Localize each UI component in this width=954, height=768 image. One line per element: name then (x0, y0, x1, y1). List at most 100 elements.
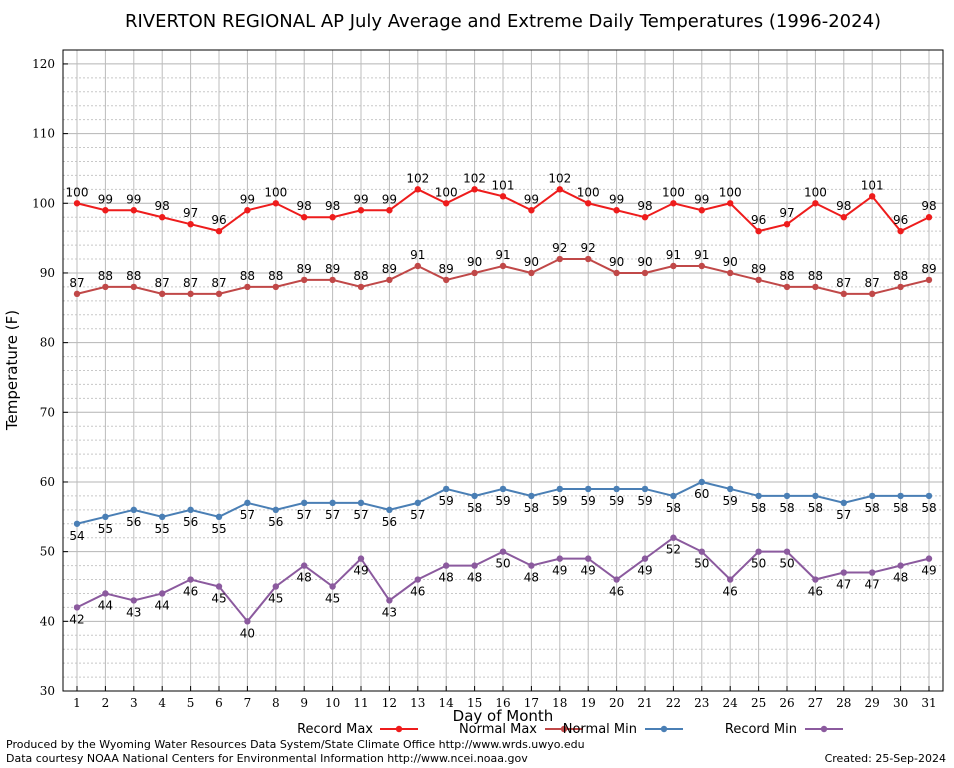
data-point (585, 255, 592, 263)
data-label: 102 (406, 171, 429, 185)
x-tick-label: 25 (751, 696, 766, 710)
data-label: 98 (155, 199, 170, 213)
y-tick-label: 40 (40, 614, 55, 628)
data-label: 100 (577, 185, 600, 199)
y-tick-label: 120 (32, 57, 55, 71)
data-label: 90 (524, 255, 539, 269)
data-label: 56 (126, 515, 141, 529)
data-label: 96 (893, 213, 908, 227)
data-label: 56 (382, 515, 397, 529)
x-tick-label: 7 (244, 696, 252, 710)
x-tick-label: 28 (836, 696, 851, 710)
data-label: 46 (723, 585, 738, 599)
data-point (869, 290, 876, 298)
data-label: 57 (410, 508, 425, 522)
x-tick-label: 23 (694, 696, 709, 710)
data-label: 88 (893, 269, 908, 283)
data-point (187, 220, 194, 228)
data-point (244, 499, 251, 507)
data-point (357, 499, 365, 507)
x-tick-label: 27 (808, 696, 823, 710)
data-point (301, 214, 308, 221)
data-point (386, 597, 393, 604)
data-point (613, 269, 620, 277)
data-label: 100 (264, 185, 287, 199)
data-point (698, 548, 705, 555)
data-label: 100 (435, 185, 458, 199)
data-point (812, 492, 819, 500)
data-point (585, 485, 592, 493)
data-point (414, 576, 421, 583)
data-label: 98 (836, 199, 851, 213)
data-point (386, 506, 393, 514)
data-label: 88 (353, 269, 368, 283)
data-label: 57 (353, 508, 368, 522)
data-point (585, 200, 592, 207)
data-point (641, 555, 649, 562)
data-label: 90 (467, 255, 482, 269)
data-label: 88 (779, 269, 794, 283)
data-label: 87 (211, 276, 226, 290)
data-label: 46 (808, 585, 823, 599)
x-tick-label: 3 (130, 696, 138, 710)
data-label: 89 (921, 262, 936, 276)
x-tick-label: 14 (439, 696, 455, 710)
data-label: 47 (836, 578, 851, 592)
data-point (670, 534, 677, 541)
footer-produced-by: Produced by the Wyoming Water Resources … (6, 738, 585, 751)
data-point (102, 590, 109, 597)
data-label: 55 (98, 522, 113, 536)
data-point (783, 220, 791, 228)
data-label: 98 (325, 199, 340, 213)
data-point (272, 583, 279, 590)
data-label: 45 (325, 591, 340, 605)
data-label: 58 (808, 501, 823, 515)
data-label: 99 (353, 192, 368, 206)
data-label: 59 (723, 494, 738, 508)
data-label: 50 (779, 557, 794, 571)
data-point (897, 562, 904, 569)
data-point (727, 576, 734, 583)
data-label: 49 (552, 564, 567, 578)
data-point (414, 186, 421, 193)
data-point (556, 555, 563, 562)
data-label: 88 (268, 269, 283, 283)
data-label: 46 (183, 585, 198, 599)
data-point (670, 200, 677, 207)
data-point (329, 276, 336, 284)
x-tick-label: 29 (865, 696, 880, 710)
data-point (641, 485, 649, 493)
legend-label-record-min: Record Min (725, 722, 797, 737)
data-label: 58 (865, 501, 880, 515)
data-label: 102 (548, 171, 571, 185)
data-label: 44 (155, 598, 170, 612)
data-label: 88 (240, 269, 255, 283)
x-axis-label: Day of Month (453, 707, 554, 725)
data-label: 88 (98, 269, 113, 283)
data-point (755, 276, 762, 284)
legend-marker-normal-max (560, 725, 568, 733)
data-label: 98 (297, 199, 312, 213)
data-point (443, 485, 450, 493)
data-point (727, 200, 734, 207)
data-point (301, 276, 308, 284)
data-point (272, 200, 279, 207)
data-point (869, 492, 876, 500)
data-label: 97 (183, 206, 198, 220)
data-label: 47 (865, 578, 880, 592)
data-label: 48 (297, 571, 312, 585)
x-axis: 1 2 3 4 5 6 7 8 9 10 11 12 13 14 15 16 17 18 19 20 21 22 23 24 2… (73, 686, 937, 710)
legend-label-normal-min: Normal Min (563, 722, 637, 737)
x-tick-label: 22 (666, 696, 681, 710)
y-tick-label: 50 (40, 545, 55, 559)
data-label: 50 (495, 557, 510, 571)
data-point (641, 269, 649, 277)
x-tick-label: 2 (102, 696, 110, 710)
y-tick-label: 30 (40, 684, 55, 698)
data-label: 58 (666, 501, 681, 515)
data-label: 87 (836, 276, 851, 290)
data-point (528, 269, 535, 277)
data-label: 91 (410, 248, 425, 262)
data-label: 99 (98, 192, 113, 206)
x-tick-label: 17 (524, 696, 539, 710)
